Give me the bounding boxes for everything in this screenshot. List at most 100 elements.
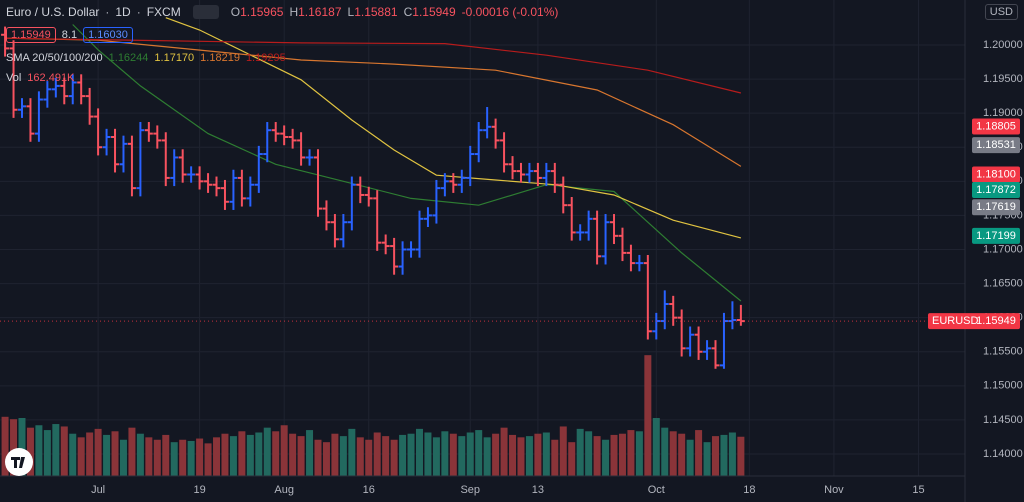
volume-bar <box>103 434 111 476</box>
volume-bar <box>483 437 491 476</box>
volume-bar <box>441 431 449 476</box>
volume-bar <box>500 427 508 476</box>
price-badge-label: 1.17872 <box>976 184 1016 196</box>
volume-bar <box>703 442 711 476</box>
ohlc-item: O1.15965 <box>230 5 284 19</box>
volume-bar <box>390 439 398 476</box>
volume-bar <box>720 434 728 476</box>
sma-legend: SMA 20/50/100/200 1.16244 1.17170 1.1821… <box>6 52 286 64</box>
volume-bar <box>339 436 347 476</box>
last-price-label: 1.15949 <box>976 315 1016 327</box>
volume-bar <box>229 436 237 476</box>
volume-bar <box>297 436 305 476</box>
volume-bar <box>179 439 187 476</box>
volume-bar <box>128 427 136 476</box>
volume-bar <box>356 437 364 476</box>
volume-bar <box>246 434 254 476</box>
ask[interactable]: 1.16030 <box>83 27 133 43</box>
volume-bar <box>10 419 18 476</box>
currency-select[interactable]: USD <box>984 4 1018 20</box>
volume-bar <box>196 438 204 476</box>
volume-bar <box>534 433 542 476</box>
volume-bar <box>60 426 68 476</box>
volume-bar <box>35 425 43 476</box>
price-badge <box>972 118 1020 135</box>
sma-line <box>72 24 742 302</box>
sma-value: 1.17170 <box>154 52 195 64</box>
quote-row: 1.15949 8.1 1.16030 <box>6 27 133 43</box>
compare-button[interactable] <box>192 5 219 19</box>
y-tick-label: 1.16500 <box>983 277 1023 289</box>
volume-bar <box>610 434 618 476</box>
volume-bar <box>94 428 102 476</box>
volume-bar <box>238 431 246 476</box>
x-tick-label: 15 <box>912 484 924 496</box>
volume-bar <box>492 433 500 476</box>
change: -0.00016 (-0.01%) <box>461 5 559 19</box>
volume-bar <box>373 432 381 476</box>
volume-bar <box>289 433 297 476</box>
volume-bar <box>170 442 178 476</box>
price-badge-label: 1.17619 <box>976 201 1016 213</box>
x-tick-label: Nov <box>824 484 844 496</box>
volume-bar <box>52 424 60 476</box>
price-badge-label: 1.18805 <box>976 120 1016 132</box>
volume-bar <box>314 439 322 476</box>
volume-bar <box>635 431 643 476</box>
axes: 1.200001.195001.190001.185001.180001.175… <box>91 39 1023 496</box>
y-tick-label: 1.15500 <box>983 346 1023 358</box>
volume-bar <box>525 436 533 476</box>
x-tick-label: 13 <box>532 484 544 496</box>
volume-bar <box>272 431 280 476</box>
volume-bar <box>593 436 601 476</box>
volume-bar <box>26 427 34 476</box>
sma-value: 1.16244 <box>108 52 149 64</box>
volume-bar <box>280 425 288 476</box>
volume-bar <box>348 428 356 476</box>
volume-bar <box>585 431 593 476</box>
volume-bar <box>559 426 567 476</box>
x-tick-label: Sep <box>460 484 480 496</box>
volume-bar <box>602 439 610 476</box>
price-badge <box>972 137 1020 154</box>
y-tick-label: 1.17000 <box>983 243 1023 255</box>
x-tick-label: 16 <box>363 484 375 496</box>
y-tick-label: 1.19500 <box>983 73 1023 85</box>
price-badge <box>972 199 1020 216</box>
volume-bar <box>669 431 677 476</box>
volume-bar <box>407 433 415 476</box>
volume-bar <box>627 430 635 476</box>
bid[interactable]: 1.15949 <box>6 27 56 43</box>
price-badge <box>972 182 1020 199</box>
volume-bar <box>568 442 576 476</box>
ohlc-item: L1.15881 <box>347 5 398 19</box>
price-badge <box>972 227 1020 244</box>
sma-value: 1.18219 <box>200 52 240 64</box>
sma-value: 1.19295 <box>245 52 286 64</box>
volume-bar <box>162 434 170 476</box>
ohlc-item: H1.16187 <box>289 5 342 19</box>
last-price-symbol: EURUSD <box>932 315 979 327</box>
sma-line <box>5 37 742 167</box>
volume-bar <box>119 439 127 476</box>
volume-bar <box>77 437 85 476</box>
spread: 8.1 <box>61 29 78 41</box>
volume-bar <box>542 432 550 476</box>
volume-label: Vol <box>6 72 22 84</box>
volume-bar <box>86 432 94 476</box>
volume-bar <box>458 436 466 476</box>
volume-bar <box>576 428 584 476</box>
volume-bar <box>509 434 517 476</box>
volume-bar <box>136 433 144 476</box>
header-row: Euro / U.S. Dollar · 1D · FXCM O1.15965 H1… <box>6 5 559 19</box>
y-tick-label: 1.19000 <box>983 107 1023 119</box>
volume-bar <box>686 439 694 476</box>
exchange: FXCM <box>146 5 181 19</box>
y-tick-label: 1.20000 <box>983 39 1023 51</box>
volume-bar <box>432 437 440 476</box>
volume-bar <box>712 436 720 476</box>
symbol: Euro / U.S. Dollar <box>6 5 100 19</box>
volume-bar <box>644 355 652 476</box>
